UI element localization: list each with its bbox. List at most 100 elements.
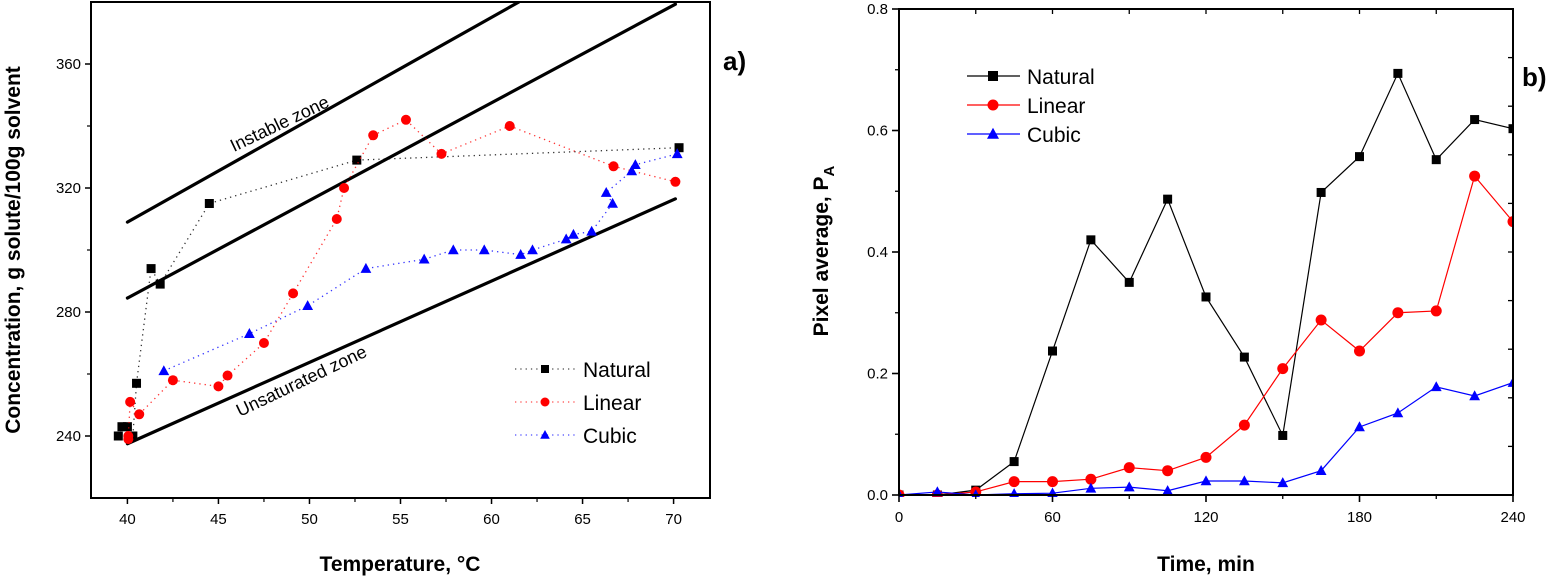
data-point	[447, 244, 459, 255]
data-point	[113, 431, 123, 441]
series-cubic	[158, 148, 683, 376]
data-point	[607, 197, 618, 208]
legend-label: Cubic	[1027, 124, 1081, 147]
reference-lines	[125, 2, 678, 446]
y-axis-title-main: Pixel average, P	[810, 176, 833, 336]
zone-label: Unsaturated zone	[233, 341, 370, 420]
x-tick-label: 60	[483, 511, 500, 528]
legend-marker	[540, 429, 550, 439]
y-tick-label: 0.8	[867, 1, 888, 18]
data-point	[478, 244, 490, 255]
data-point	[1085, 473, 1097, 485]
y-tick-label: 280	[56, 304, 81, 321]
data-point	[608, 161, 619, 172]
data-point	[1470, 115, 1480, 125]
y-axis: 0.0 0.2 0.4 0.6 0.8	[867, 1, 899, 504]
x-tick-label: 65	[574, 511, 591, 528]
data-point	[158, 365, 170, 376]
data-point	[674, 143, 684, 153]
data-point	[1508, 124, 1513, 134]
plot-frame	[90, 1, 711, 499]
data-point	[352, 155, 362, 165]
chart-a: 40 45 50 55 60 65 70 240 280 320 360 Instable zon…	[2, 1, 746, 576]
y-axis-title: Pixel average, PA	[810, 165, 838, 336]
x-tick-label: 120	[1193, 509, 1218, 526]
panel-label-a: a)	[723, 46, 746, 76]
data-point	[1469, 390, 1481, 401]
series-group	[113, 114, 684, 445]
y-tick-label: 0.6	[867, 123, 888, 140]
series-linear	[123, 114, 681, 445]
y-tick-label: 360	[56, 56, 81, 73]
x-axis-title: Temperature, °C	[320, 553, 481, 576]
data-point	[1239, 352, 1249, 362]
x-tick-label: 55	[392, 511, 409, 528]
data-point	[1393, 68, 1403, 78]
x-axis: 40 45 50 55 60 65 70	[119, 498, 682, 528]
data-point	[1238, 475, 1250, 486]
legend-label: Linear	[583, 392, 641, 415]
data-point	[1085, 482, 1097, 493]
data-point	[213, 381, 224, 392]
data-point	[436, 148, 447, 159]
data-point	[629, 159, 641, 170]
data-point	[527, 244, 538, 255]
data-point	[1238, 419, 1250, 431]
legend-marker	[541, 365, 549, 373]
data-point	[400, 114, 411, 125]
legend: Natural Linear Cubic	[515, 359, 651, 448]
data-point	[132, 378, 142, 388]
y-axis: 240 280 320 360	[56, 56, 91, 445]
data-point	[626, 165, 638, 176]
data-point	[123, 431, 134, 441]
data-point	[1316, 187, 1326, 197]
data-point	[1392, 307, 1404, 319]
legend-item-cubic: Cubic	[967, 124, 1081, 147]
x-tick-label: 45	[210, 511, 227, 528]
data-point	[504, 121, 515, 131]
x-tick-label: 180	[1347, 509, 1372, 526]
data-point	[1354, 421, 1365, 432]
data-point	[1162, 465, 1174, 477]
data-point	[1431, 155, 1441, 165]
data-point	[1162, 485, 1174, 495]
series-linear	[899, 170, 1513, 497]
legend-label: Linear	[1027, 95, 1085, 118]
legend-marker	[987, 99, 999, 111]
data-point	[1086, 235, 1096, 245]
legend-label: Natural	[583, 359, 651, 382]
data-point	[1200, 475, 1212, 486]
legend-item-natural: Natural	[967, 66, 1095, 89]
panel-label-b: b)	[1522, 62, 1547, 92]
data-point	[671, 148, 683, 159]
data-point	[1048, 346, 1057, 356]
data-point	[1315, 465, 1327, 475]
data-point	[1469, 170, 1481, 182]
y-tick-label: 240	[56, 428, 81, 445]
data-point	[1008, 476, 1020, 488]
y-tick-label: 0.2	[867, 366, 888, 383]
y-tick-label: 320	[56, 180, 81, 197]
data-point	[1278, 430, 1288, 440]
data-point	[931, 486, 943, 497]
data-point	[146, 264, 156, 274]
y-axis-title: Concentration, g solute/100g solvent	[2, 66, 25, 434]
data-point	[122, 422, 132, 432]
data-point	[1277, 363, 1289, 375]
data-point	[1163, 194, 1173, 204]
data-point	[515, 248, 527, 259]
data-point	[1430, 305, 1442, 317]
metastable-boundary-line	[125, 2, 678, 300]
x-axis-title: Time, min	[1157, 553, 1255, 576]
data-point	[670, 176, 681, 187]
data-point	[243, 328, 255, 338]
data-point	[586, 225, 598, 236]
data-point	[302, 300, 314, 311]
data-point	[1277, 477, 1289, 488]
data-point	[331, 214, 342, 224]
legend-marker	[987, 127, 999, 139]
solubility-curve-line	[125, 197, 678, 446]
data-point	[155, 279, 165, 289]
data-point	[1200, 451, 1212, 463]
data-point	[125, 396, 136, 407]
